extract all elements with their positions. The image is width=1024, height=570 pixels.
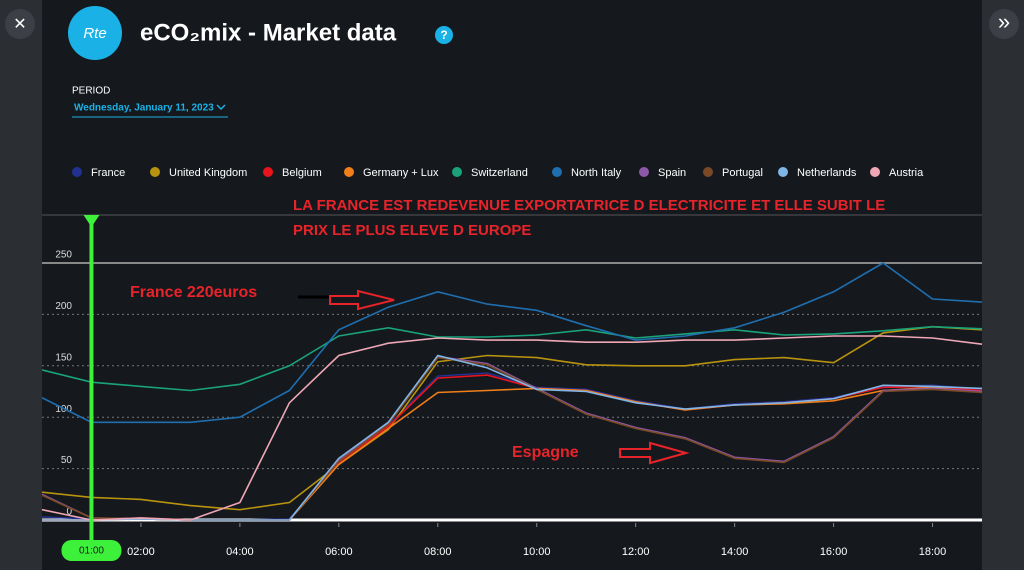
series-line [42,325,982,511]
close-icon[interactable]: ✕ [13,16,26,33]
x-tick-label: 14:00 [721,546,749,558]
series-line [42,354,982,521]
period-chevron[interactable] [216,104,226,111]
period-label: PERIOD [72,86,110,97]
page-title: eCO₂mix - Market data [140,19,397,46]
y-tick-label: 0 [66,507,72,518]
legend-label[interactable]: United Kingdom [169,167,247,179]
legend-label[interactable]: Germany + Lux [363,167,439,179]
legend-swatch[interactable] [703,167,713,177]
legend-swatch[interactable] [778,167,788,177]
y-tick-label: 50 [61,455,73,466]
period-select[interactable]: Wednesday, January 11, 2023 [74,103,214,114]
series-line [42,325,982,392]
help-icon[interactable]: ? [440,28,447,42]
x-tick-label: 16:00 [820,546,848,558]
legend-swatch[interactable] [552,167,562,177]
logo [68,6,122,60]
close-button[interactable] [5,9,35,39]
x-tick-label: 08:00 [424,546,452,558]
y-tick-label: 200 [55,301,72,312]
panel [42,0,982,570]
arrow [329,289,395,311]
x-tick-label: 18:00 [919,546,947,558]
x-tick-label: 02:00 [127,546,155,558]
legend-label[interactable]: Spain [658,167,686,179]
expand-icon[interactable]: » [998,9,1010,34]
annotation: PRIX LE PLUS ELEVE D EUROPE [293,222,531,239]
annotation: Espagne [512,444,579,461]
legend-label[interactable]: France [91,167,125,179]
legend-swatch[interactable] [344,167,354,177]
legend-swatch[interactable] [870,167,880,177]
legend-label[interactable]: Belgium [282,167,322,179]
legend-label[interactable]: Switzerland [471,167,528,179]
logo-text: Rte [83,25,106,42]
cursor-pill[interactable] [61,540,122,561]
legend-label[interactable]: Netherlands [797,167,857,179]
y-tick-label: 250 [55,250,72,261]
annotation: France 220euros [130,284,257,301]
legend-swatch[interactable] [72,167,82,177]
series-line [42,262,982,424]
help-button[interactable] [435,26,453,44]
legend-label[interactable]: Austria [889,167,924,179]
annotation: LA FRANCE EST REDEVENUE EXPORTATRICE D E… [293,197,885,214]
legend-swatch[interactable] [150,167,160,177]
y-tick-label: 150 [55,352,72,363]
x-tick-label: 12:00 [622,546,650,558]
arrow [619,441,690,465]
legend-swatch[interactable] [639,167,649,177]
series-line [42,335,982,521]
cursor-label: 01:00 [79,546,104,557]
cursor-handle [83,215,100,227]
legend-swatch[interactable] [452,167,462,177]
legend-swatch[interactable] [263,167,273,177]
legend-label[interactable]: North Italy [571,167,622,179]
expand-button[interactable] [989,9,1019,39]
legend-label[interactable]: Portugal [722,167,763,179]
x-tick-label: 06:00 [325,546,353,558]
x-tick-label: 10:00 [523,546,551,558]
x-tick-label: 04:00 [226,546,254,558]
